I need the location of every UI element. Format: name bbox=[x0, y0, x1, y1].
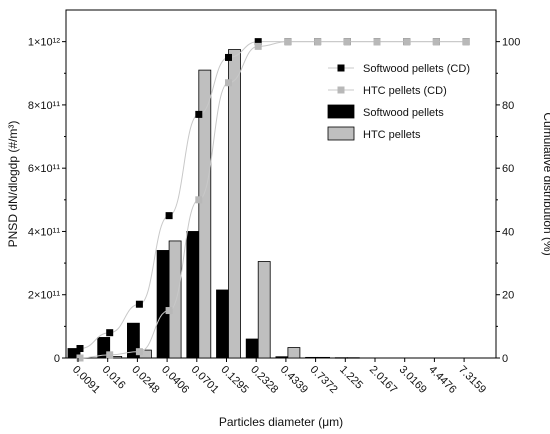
htc-cd-marker bbox=[314, 38, 322, 46]
htc-cd-marker bbox=[195, 196, 203, 204]
htc-cd-marker bbox=[135, 348, 143, 356]
bar-htc bbox=[317, 356, 331, 359]
y-tick-label: 1×10¹² bbox=[28, 37, 60, 49]
legend-swatch bbox=[327, 126, 355, 141]
softwood-cd-marker bbox=[225, 53, 232, 61]
y-tick-label: 4×10¹¹ bbox=[28, 226, 60, 238]
bar-softwood bbox=[186, 231, 200, 359]
cumulative-layer bbox=[76, 38, 470, 362]
y-tick-label: 0 bbox=[54, 353, 60, 365]
bar-softwood bbox=[305, 356, 319, 359]
x-tick-label: 1.225 bbox=[337, 364, 365, 392]
x-tick-label: 0.0701 bbox=[189, 364, 221, 396]
bar-softwood bbox=[156, 250, 170, 359]
legend-marker bbox=[337, 64, 345, 72]
x-axis-title: Particles diameter (μm) bbox=[219, 415, 343, 429]
x-tick-label: 0.016 bbox=[100, 364, 128, 392]
htc-cd-marker bbox=[462, 38, 470, 46]
htc-cd-marker bbox=[373, 38, 381, 46]
htc-cd-marker bbox=[343, 38, 351, 46]
htc-cd-marker bbox=[432, 38, 440, 46]
bar-softwood bbox=[216, 289, 229, 359]
bar-htc bbox=[198, 69, 212, 359]
htc-cd-marker bbox=[106, 351, 114, 359]
legend-marker bbox=[337, 86, 345, 94]
bar-htc bbox=[168, 240, 182, 359]
x-tick-label: 0.7372 bbox=[307, 364, 339, 396]
legend-label: HTC pellets bbox=[363, 129, 421, 141]
y2-tick-label: 20 bbox=[502, 290, 514, 302]
bar-softwood bbox=[275, 356, 289, 359]
htc-cd-marker bbox=[403, 38, 411, 46]
bar-layer bbox=[67, 49, 360, 359]
x-tick-label: 0.4339 bbox=[278, 364, 310, 396]
x-tick-label: 4.4476 bbox=[426, 364, 458, 396]
softwood-cd-marker bbox=[106, 329, 114, 337]
y2-tick-label: 80 bbox=[502, 100, 514, 112]
legend-label: HTC pellets (CD) bbox=[363, 85, 447, 97]
htc-cd-marker bbox=[284, 38, 292, 46]
legend-label: Softwood pellets bbox=[363, 107, 444, 119]
x-tick-label: 0.0406 bbox=[159, 364, 191, 396]
bar-htc bbox=[287, 347, 301, 359]
y-tick-label: 6×10¹¹ bbox=[28, 163, 60, 175]
y-axis-title: PNSD dN/dlogdp (#/m³) bbox=[6, 121, 20, 248]
y2-tick-label: 60 bbox=[502, 163, 514, 175]
x-tick-label: 0.2328 bbox=[248, 364, 280, 396]
bar-htc bbox=[257, 261, 271, 359]
x-tick-label: 0.1295 bbox=[218, 364, 250, 396]
bar-softwood bbox=[245, 338, 259, 359]
softwood-cd-marker bbox=[76, 345, 84, 353]
htc-cd-marker bbox=[254, 42, 262, 50]
y2-axis-title: Cumulative distribution (%) bbox=[541, 112, 550, 255]
x-tick-label: 0.0091 bbox=[70, 364, 102, 396]
bar-softwood bbox=[67, 348, 81, 359]
softwood-cd-marker bbox=[165, 212, 173, 220]
x-tick-label: 0.0248 bbox=[129, 364, 161, 396]
htc-cd-marker bbox=[76, 354, 84, 362]
y2-tick-label: 0 bbox=[502, 353, 508, 365]
y2-tick-label: 40 bbox=[502, 226, 514, 238]
bar-htc bbox=[228, 49, 241, 359]
softwood-cd-marker bbox=[135, 300, 143, 308]
legend: Softwood pellets (CD) HTC pellets (CD) Sof… bbox=[327, 63, 470, 141]
legend-swatch bbox=[327, 104, 355, 119]
htc-cd-marker bbox=[165, 307, 173, 315]
softwood-cd-marker bbox=[195, 110, 203, 118]
bar-htc bbox=[346, 357, 360, 359]
x-tick-label: 2.0167 bbox=[367, 364, 399, 396]
x-tick-label: 3.0169 bbox=[397, 364, 429, 396]
y-tick-label: 8×10¹¹ bbox=[28, 100, 60, 112]
y-tick-label: 2×10¹¹ bbox=[28, 290, 60, 302]
y2-tick-label: 100 bbox=[502, 37, 520, 49]
htc-cd-marker bbox=[225, 79, 232, 87]
x-tick-label: 7.3159 bbox=[456, 364, 488, 396]
softwood-cd-marker bbox=[254, 38, 262, 46]
legend-label: Softwood pellets (CD) bbox=[363, 63, 470, 75]
